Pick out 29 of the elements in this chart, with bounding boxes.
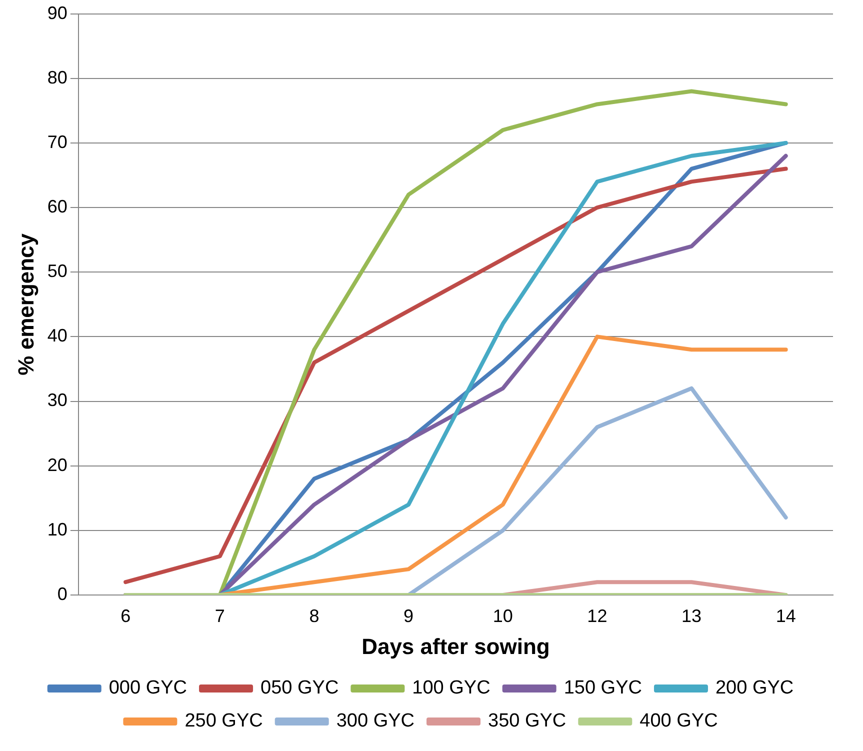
y-tick-label: 80: [47, 67, 68, 88]
x-axis-title: Days after sowing: [362, 634, 550, 659]
x-tick-label: 7: [214, 606, 225, 626]
x-tick-label: 8: [309, 606, 320, 626]
y-tick-label: 70: [47, 132, 68, 152]
x-tick-label: 14: [776, 606, 796, 626]
x-tick-label: 12: [587, 606, 608, 626]
x-tick-label: 13: [682, 606, 702, 626]
y-tick-label: 20: [47, 454, 68, 475]
legend-label: 350 GYC: [488, 710, 566, 732]
y-axis-title: % emergency: [13, 232, 38, 376]
legend-label: 200 GYC: [715, 678, 794, 699]
y-tick-label: 40: [47, 326, 68, 346]
y-tick-label: 10: [47, 519, 68, 540]
y-tick-label: 30: [47, 390, 68, 410]
x-tick-label: 10: [492, 606, 513, 626]
y-tick-label: 0: [57, 584, 68, 604]
legend-label: 250 GYC: [184, 710, 263, 732]
legend-label: 100 GYC: [412, 678, 490, 699]
y-tick-label: 90: [47, 2, 68, 23]
y-tick-label: 50: [47, 261, 68, 282]
legend-label: 000 GYC: [108, 678, 188, 699]
x-tick-label: 9: [404, 606, 414, 626]
x-tick-label: 6: [120, 606, 131, 626]
legend-label: 300 GYC: [336, 710, 415, 732]
legend-label: 150 GYC: [564, 678, 642, 699]
legend-label: 050 GYC: [260, 678, 339, 699]
legend-label: 400 GYC: [640, 710, 718, 732]
y-tick-label: 60: [47, 196, 68, 216]
